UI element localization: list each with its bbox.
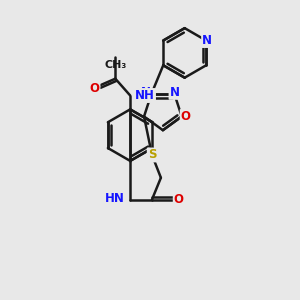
Text: N: N: [202, 34, 212, 47]
Text: HN: HN: [105, 192, 125, 205]
Text: N: N: [141, 86, 151, 99]
Text: O: O: [174, 193, 184, 206]
Text: CH₃: CH₃: [104, 60, 126, 70]
Text: O: O: [89, 82, 100, 95]
Text: S: S: [148, 148, 156, 161]
Text: NH: NH: [135, 89, 155, 102]
Text: O: O: [181, 110, 191, 123]
Text: N: N: [169, 86, 179, 99]
